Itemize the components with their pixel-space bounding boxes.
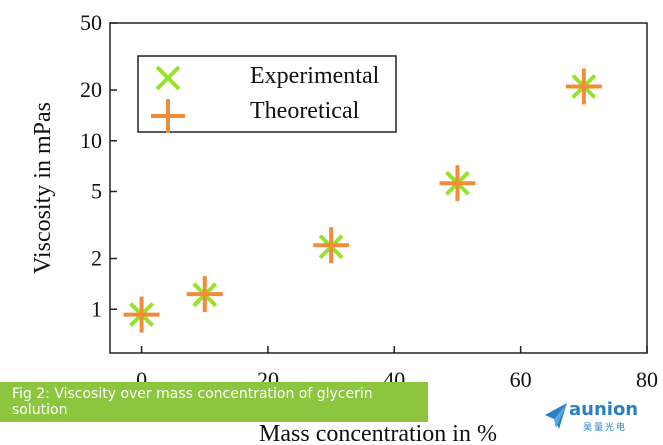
- y-tick-label: 50: [80, 10, 102, 35]
- theoretical-point: [439, 165, 476, 202]
- data-markers: [123, 68, 602, 333]
- legend-experimental-marker: [155, 65, 181, 91]
- y-tick-label: 20: [80, 77, 102, 102]
- x-tick-label: 60: [510, 367, 532, 392]
- brand-subtitle: 昊量光电: [583, 423, 628, 433]
- legend: Experimental Theoretical: [137, 55, 397, 133]
- theoretical-point: [186, 276, 223, 313]
- x-tick-label: 80: [636, 367, 658, 392]
- brand-name: aunion: [569, 399, 639, 420]
- y-tick-label: 2: [91, 246, 102, 271]
- legend-theoretical-label: Theoretical: [250, 98, 360, 124]
- legend-box: [137, 55, 397, 133]
- y-axis-title: Viscosity in mPas: [30, 102, 56, 274]
- x-tick-label: 0: [136, 367, 147, 392]
- legend-experimental-label: Experimental: [250, 63, 380, 89]
- plot-frame: [109, 22, 648, 354]
- y-tick-label: 1: [91, 296, 102, 321]
- theoretical-point: [313, 227, 350, 264]
- figure-caption: Fig 2: Viscosity over mass concentration…: [0, 382, 428, 422]
- x-axis-title: Mass concentration in %: [259, 421, 497, 445]
- legend-theoretical-marker: [151, 99, 185, 133]
- y-tick-label: 10: [80, 128, 102, 153]
- y-axis: 1 2 5 10 20 50: [80, 10, 117, 321]
- theoretical-point: [565, 68, 602, 105]
- paper-plane-icon: [545, 403, 567, 429]
- legend-plus-marker: [151, 99, 185, 133]
- x-marker-stroke: [155, 65, 181, 91]
- brand-logo: aunion 昊量光电: [543, 399, 651, 433]
- y-tick-label: 5: [91, 178, 102, 203]
- legend-x-marker: [155, 65, 181, 91]
- theoretical-point: [123, 296, 160, 333]
